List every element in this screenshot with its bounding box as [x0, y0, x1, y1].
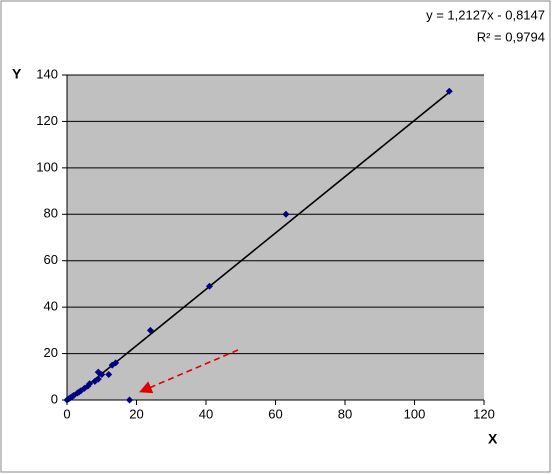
plot-area: 0 20 40 60 80 100 120 140 0 20 40 60 80 100 120: [36, 66, 495, 421]
x-tick-label: 80: [338, 406, 352, 421]
data-point: [282, 210, 290, 218]
trendline: [66, 91, 450, 403]
x-tick-label: 60: [268, 406, 282, 421]
data-point: [445, 87, 453, 95]
y-tick-label: 20: [44, 345, 58, 360]
x-tick-label: 120: [473, 406, 495, 421]
data-point: [112, 359, 120, 367]
data-point: [86, 380, 94, 388]
x-tick-label: 20: [129, 406, 143, 421]
y-tick-label: 100: [36, 159, 58, 174]
y-tick-label: 120: [36, 113, 58, 128]
y-tick-label: 140: [36, 66, 58, 81]
data-point: [146, 326, 154, 334]
x-axis-label: X: [488, 431, 498, 447]
x-tick-label: 40: [199, 406, 213, 421]
x-tick-label: 0: [63, 406, 70, 421]
y-tick-label: 40: [44, 299, 58, 314]
data-point: [126, 396, 134, 404]
data-point: [94, 375, 102, 383]
x-tick-label: 100: [404, 406, 426, 421]
y-tick-label: 80: [44, 206, 58, 221]
data-point: [205, 282, 213, 290]
y-tick-label: 60: [44, 252, 58, 267]
data-point: [105, 370, 113, 378]
trendline-equation: y = 1,2127x - 0,8147: [426, 7, 545, 22]
y-axis-label: Y: [12, 66, 22, 82]
y-tick-label: 0: [51, 391, 58, 406]
data-point: [98, 370, 106, 378]
r-squared: R² = 0,9794: [477, 29, 545, 44]
annotation-arrow: [139, 349, 239, 394]
